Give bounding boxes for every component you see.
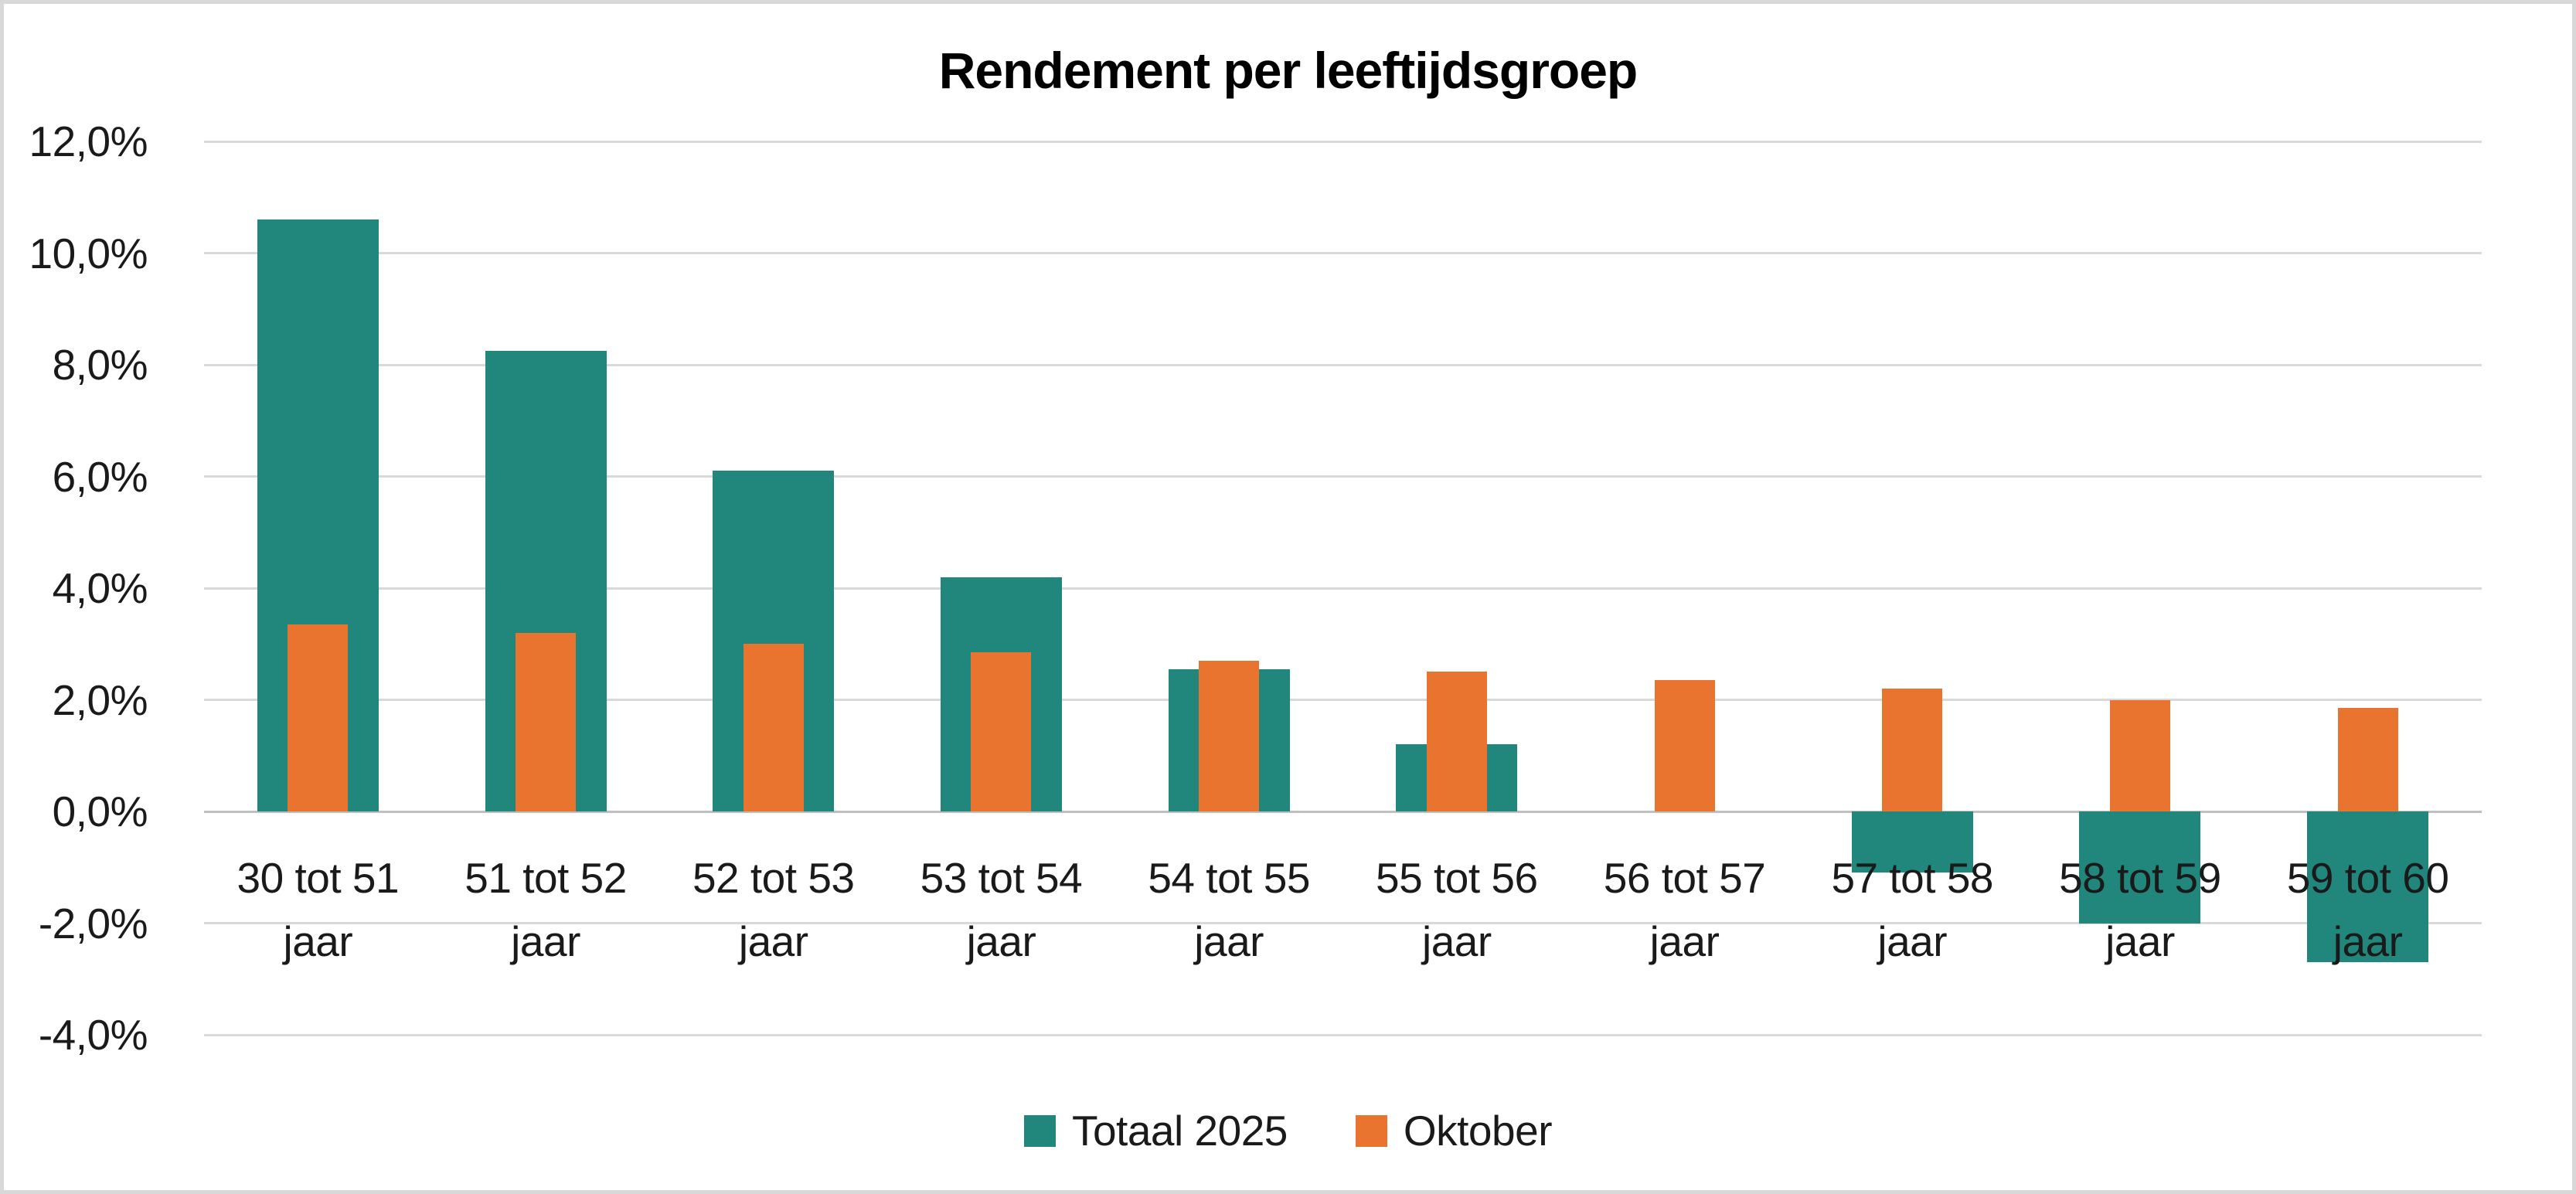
bar-totaal-2025 [2079, 811, 2201, 924]
bar-oktober [1654, 680, 1715, 811]
legend-label-oktober: Oktober [1403, 1107, 1553, 1155]
bar-oktober [1882, 689, 1943, 811]
bar-totaal-2025 [2307, 811, 2429, 963]
zero-gridline [204, 810, 2482, 813]
y-axis-tick-label: 0,0% [52, 787, 148, 835]
x-axis-category-label: 30 tot 51 jaar [237, 854, 400, 965]
bar-oktober [516, 632, 577, 811]
x-axis-category-label: 57 tot 58 jaar [1831, 854, 1994, 965]
bar-oktober [2109, 699, 2170, 811]
x-axis-category-label: 54 tot 55 jaar [1148, 854, 1310, 965]
y-axis-tick-label: 8,0% [52, 341, 148, 389]
legend-label-totaal-2025: Totaal 2025 [1071, 1107, 1288, 1155]
x-axis-category-label: 52 tot 53 jaar [692, 854, 855, 965]
x-axis-category-label: 58 tot 59 jaar [2059, 854, 2221, 965]
gridline [204, 699, 2482, 701]
bar-oktober [288, 624, 349, 811]
bar-oktober [1199, 660, 1260, 811]
y-axis-tick-label: -4,0% [38, 1011, 148, 1059]
gridline [204, 363, 2482, 366]
bar-totaal-2025 [1851, 811, 1973, 873]
bar-oktober [2337, 708, 2398, 811]
x-axis-category-label: 59 tot 60 jaar [2286, 854, 2449, 965]
gridline [204, 252, 2482, 254]
y-axis-tick-label: -2,0% [38, 899, 148, 947]
y-axis-tick-label: 6,0% [52, 452, 148, 501]
x-axis-category-label: 53 tot 54 jaar [920, 854, 1083, 965]
y-axis-tick-label: 4,0% [52, 564, 148, 612]
y-axis-tick-label: 10,0% [29, 229, 148, 277]
gridline [204, 587, 2482, 590]
x-axis-category-label: 56 tot 57 jaar [1603, 854, 1766, 965]
gridline [204, 1033, 2482, 1036]
legend-color-swatch-oktober [1355, 1114, 1387, 1147]
x-axis-category-label: 55 tot 56 jaar [1376, 854, 1538, 965]
legend-item-oktober: Oktober [1355, 1107, 1553, 1155]
y-axis-tick-label: 12,0% [29, 117, 148, 165]
legend-color-swatch-totaal-2025 [1023, 1114, 1056, 1147]
bar-oktober [1426, 672, 1487, 811]
bar-oktober [971, 652, 1032, 811]
x-axis-category-label: 51 tot 52 jaar [464, 854, 627, 965]
legend-item-totaal-2025: Totaal 2025 [1023, 1107, 1288, 1155]
gridline [204, 922, 2482, 924]
bar-oktober [743, 644, 804, 811]
chart-title: Rendement per leeftijdsgroep [938, 42, 1638, 99]
legend: Totaal 2025 Oktober [4, 1107, 2572, 1154]
y-axis-tick-label: 2,0% [52, 675, 148, 724]
gridline [204, 475, 2482, 478]
gridline [204, 140, 2482, 143]
